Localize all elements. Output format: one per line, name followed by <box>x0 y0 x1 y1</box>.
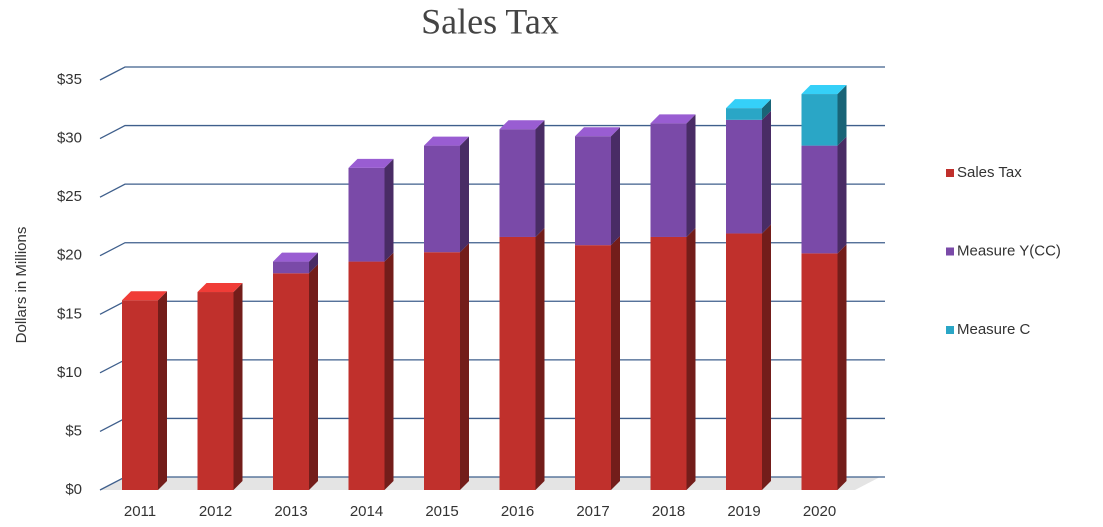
y-tick-label: $15 <box>57 305 82 322</box>
bar-side <box>535 227 545 490</box>
bar-top <box>122 291 167 301</box>
bar-side <box>233 283 243 490</box>
bar <box>348 167 385 262</box>
bar-side <box>158 291 167 490</box>
legend-label: Measure Y(CC) <box>957 242 1061 259</box>
legend-swatch <box>946 169 954 177</box>
y-tick-label: $5 <box>65 422 82 439</box>
y-tick-label: $10 <box>57 364 82 381</box>
bar-top <box>801 85 847 95</box>
bar <box>424 145 460 253</box>
bar <box>424 252 460 490</box>
x-tick-label: 2019 <box>727 503 760 520</box>
bar <box>273 273 309 490</box>
bar-side <box>309 252 318 274</box>
bar <box>197 292 234 490</box>
bar <box>273 261 309 274</box>
grid-line <box>99 242 885 257</box>
bar-side <box>384 158 394 262</box>
bar <box>650 123 687 237</box>
y-tick-label: $30 <box>57 130 82 147</box>
bar-top <box>575 127 620 137</box>
legend-label: Sales Tax <box>957 164 1022 181</box>
x-tick-label: 2015 <box>425 503 458 520</box>
grid-line <box>99 66 885 81</box>
x-tick-label: 2012 <box>199 503 232 520</box>
y-tick-label: $20 <box>57 247 82 264</box>
bar <box>726 233 762 490</box>
x-tick-label: 2020 <box>803 503 836 520</box>
bar-side <box>837 136 847 254</box>
bar <box>499 236 536 490</box>
bar-side <box>762 224 771 490</box>
bar-side <box>611 127 620 246</box>
bar <box>801 94 838 146</box>
grid-line <box>99 183 885 198</box>
bar <box>801 145 838 254</box>
bar-top <box>650 114 696 124</box>
bar-top <box>348 158 394 168</box>
bar-side <box>686 227 696 490</box>
legend-swatch <box>946 326 954 334</box>
bar-side <box>762 99 771 120</box>
x-tick-label: 2013 <box>274 503 307 520</box>
bar-side <box>460 136 469 253</box>
legend-label: Measure C <box>957 321 1031 338</box>
y-tick-label: $35 <box>57 71 82 88</box>
x-tick-label: 2018 <box>652 503 685 520</box>
bar <box>122 300 158 490</box>
bar <box>499 129 536 237</box>
bar-side <box>460 243 469 490</box>
bar <box>575 136 611 246</box>
bar <box>801 253 838 490</box>
x-tick-label: 2011 <box>124 503 156 520</box>
bar <box>348 261 385 490</box>
bar-side <box>837 244 847 490</box>
bar-top <box>273 252 318 262</box>
bar-top <box>424 136 469 146</box>
x-tick-label: 2014 <box>350 503 383 520</box>
bar <box>726 119 762 234</box>
bar-top <box>726 99 771 109</box>
bar-side <box>309 264 318 490</box>
grid-line <box>99 124 885 140</box>
bar-side <box>837 85 847 146</box>
chart-title: Sales Tax <box>421 1 559 41</box>
bar <box>575 245 611 490</box>
legend-swatch <box>946 247 954 256</box>
bar-side <box>762 110 771 234</box>
bar-side <box>535 120 545 237</box>
x-tick-label: 2017 <box>576 503 609 520</box>
bar <box>726 108 762 120</box>
y-tick-label: $25 <box>57 188 82 205</box>
x-tick-label: 2016 <box>501 503 534 520</box>
bar-side <box>384 252 394 490</box>
bar-side <box>686 114 696 237</box>
bar-side <box>611 236 620 490</box>
bar-top <box>197 283 243 293</box>
bar-top <box>499 120 545 130</box>
y-tick-label: $0 <box>65 481 82 498</box>
y-axis-label: Dollars in Millions <box>13 227 30 344</box>
bar <box>650 236 687 490</box>
